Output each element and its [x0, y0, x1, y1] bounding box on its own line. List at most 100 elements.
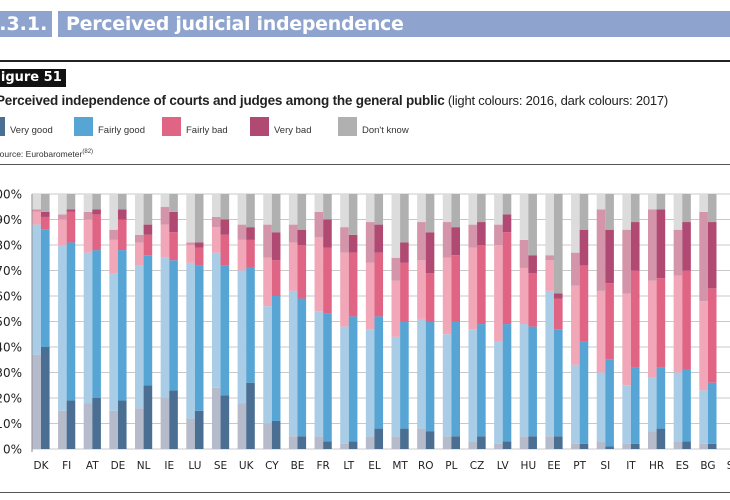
bar-lu-2016-very-bad	[186, 242, 195, 245]
bar-lv-2016-very-bad	[494, 224, 503, 245]
bar-pl-2017-don-t-know	[451, 194, 460, 228]
bar-it-2016-don-t-know	[622, 194, 631, 230]
bar-mt-2016-very-good	[391, 436, 401, 449]
bar-uk-2017-don-t-know	[246, 194, 255, 228]
bar-el-2016-very-good	[365, 436, 375, 449]
bar-fi-2017-don-t-know	[66, 194, 76, 210]
bar-be-2016-very-good	[288, 436, 298, 449]
bar-it-2017-fairly-bad	[630, 270, 640, 368]
y-tick-label: 10%	[0, 417, 22, 431]
bar-fi-2017-very-good	[66, 400, 76, 449]
bar-de-2016-don-t-know	[109, 194, 118, 230]
x-tick-label: CY	[265, 460, 279, 472]
bar-hu-2016-don-t-know	[519, 194, 529, 240]
bar-lt-2017-very-good	[348, 441, 358, 449]
bar-dk-2017-very-bad	[41, 211, 50, 217]
bar-si-2016-don-t-know	[596, 194, 606, 210]
bar-it-2016-fairly-good	[622, 385, 631, 444]
bar-cy-2017-don-t-know	[271, 194, 281, 233]
bar-ee-2016-don-t-know	[545, 194, 554, 256]
x-tick-label: LT	[343, 460, 354, 472]
bar-it-2017-very-good	[630, 443, 640, 449]
bar-uk-2017-very-good	[246, 382, 255, 449]
bar-pt-2017-fairly-good	[579, 341, 589, 444]
bar-es-2017-very-bad	[682, 222, 691, 271]
bar-ro-2016-very-bad	[417, 222, 426, 261]
bar-lu-2017-very-bad	[194, 242, 204, 248]
bar-pt-2017-don-t-know	[579, 194, 589, 230]
bar-cy-2016-fairly-good	[263, 306, 272, 424]
y-tick-label: 30%	[0, 366, 22, 380]
bar-lu-2017-very-good	[194, 410, 204, 449]
bar-fi-2016-very-bad	[58, 214, 67, 220]
bar-dk-2017-fairly-good	[41, 229, 50, 347]
bar-si-2017-very-good	[605, 446, 614, 449]
bar-hu-2016-very-good	[519, 436, 529, 449]
bar-cy-2017-fairly-good	[271, 296, 281, 421]
bar-at-2016-very-bad	[83, 211, 93, 220]
bar-fi-2016-fairly-good	[58, 245, 67, 411]
bar-cz-2017-don-t-know	[477, 194, 486, 223]
bar-lu-2016-very-good	[186, 418, 195, 449]
bar-bg-2017-very-bad	[707, 222, 717, 289]
bar-dk-2016-fairly-bad	[32, 211, 41, 225]
bar-es-2017-don-t-know	[682, 194, 691, 223]
bar-de-2016-fairly-good	[109, 273, 118, 411]
bar-hr-2017-don-t-know	[656, 194, 666, 210]
bar-se-2017-fairly-good	[220, 265, 230, 396]
bar-se-2016-don-t-know	[211, 194, 221, 217]
legend-swatch	[0, 117, 5, 136]
bar-hu-2017-fairly-bad	[528, 273, 537, 327]
bar-dk-2017-fairly-bad	[41, 216, 50, 230]
bar-pl-2016-very-good	[442, 436, 452, 449]
bar-mt-2017-very-good	[400, 428, 409, 449]
bar-dk-2016-fairly-good	[32, 224, 41, 355]
bar-fr-2016-very-bad	[314, 211, 324, 238]
bar-be-2017-very-good	[297, 436, 307, 449]
bar-at-2017-fairly-good	[92, 250, 101, 398]
bar-cy-2016-fairly-bad	[263, 257, 272, 307]
bar-pt-2017-fairly-bad	[579, 265, 589, 342]
x-tick-label: DK	[34, 460, 50, 472]
bar-uk-2016-fairly-bad	[237, 239, 247, 271]
bar-fr-2017-very-good	[323, 441, 332, 449]
bar-nl-2016-fairly-bad	[135, 242, 144, 266]
bar-es-2017-very-good	[682, 441, 691, 449]
bar-lu-2016-fairly-good	[186, 262, 195, 419]
bar-si-2016-very-good	[596, 441, 606, 449]
bar-uk-2016-very-bad	[237, 224, 247, 240]
bar-hr-2016-fairly-good	[648, 377, 657, 432]
x-tick-label: FI	[62, 460, 71, 472]
bar-cy-2016-don-t-know	[263, 194, 272, 225]
bar-lt-2016-fairly-bad	[340, 252, 349, 327]
x-tick-label: EE	[547, 460, 560, 472]
y-tick-label: 80%	[0, 239, 22, 253]
x-tick-label: PL	[445, 460, 457, 472]
bar-bg-2016-don-t-know	[699, 194, 708, 212]
legend-swatch	[250, 117, 269, 136]
bar-lt-2017-don-t-know	[348, 194, 358, 235]
x-tick-label: IE	[164, 460, 174, 472]
bar-si-2016-fairly-good	[596, 372, 606, 442]
bar-fi-2017-fairly-good	[66, 242, 76, 401]
bar-ie-2017-fairly-bad	[169, 232, 178, 261]
bar-pl-2017-very-good	[451, 436, 460, 449]
bar-dk-2016-don-t-know	[32, 194, 41, 210]
bar-cy-2017-very-bad	[271, 232, 281, 261]
bar-mt-2017-fairly-good	[400, 321, 409, 429]
bar-hr-2016-very-bad	[648, 209, 657, 281]
section-number: 6.3.1.	[0, 11, 52, 37]
bar-el-2017-very-good	[374, 428, 384, 449]
bar-ee-2016-very-bad	[545, 255, 554, 261]
bar-mt-2017-fairly-bad	[400, 262, 409, 322]
x-tick-label: LV	[497, 460, 510, 472]
bar-at-2017-fairly-bad	[92, 214, 101, 251]
bar-pt-2016-don-t-know	[571, 194, 580, 253]
bar-pt-2016-very-bad	[571, 252, 580, 286]
bar-hr-2017-very-good	[656, 428, 666, 449]
bar-bg-2017-fairly-good	[707, 382, 717, 444]
bar-mt-2016-fairly-good	[391, 336, 401, 437]
x-tick-label: HU	[521, 460, 537, 472]
bar-de-2016-very-good	[109, 410, 118, 449]
bar-fi-2017-fairly-bad	[66, 211, 76, 243]
